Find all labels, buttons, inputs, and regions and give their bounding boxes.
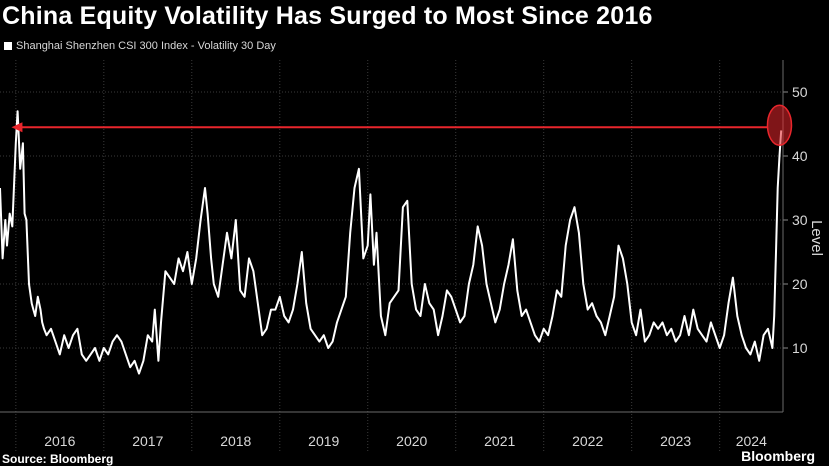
x-tick-label: 2021 bbox=[484, 433, 515, 449]
y-axis-label: Level bbox=[808, 220, 825, 256]
x-tick-label: 2019 bbox=[308, 433, 339, 449]
y-tick-label: 50 bbox=[792, 84, 808, 100]
x-tick-label: 2017 bbox=[132, 433, 163, 449]
legend-swatch bbox=[4, 42, 12, 50]
annotations bbox=[11, 104, 793, 146]
grid-lines bbox=[0, 60, 783, 452]
y-tick-label: 40 bbox=[792, 148, 808, 164]
y-axis-ticks: 10 20 30 40 50 bbox=[783, 84, 808, 356]
annotation-arrowhead bbox=[11, 122, 23, 133]
y-tick-label: 10 bbox=[792, 340, 808, 356]
y-tick-label: 20 bbox=[792, 276, 808, 292]
x-tick-label: 2024 bbox=[736, 433, 767, 449]
bloomberg-logo: Bloomberg bbox=[741, 448, 815, 464]
x-axis-ticks: 2016 2017 2018 2019 2020 2021 2022 2023 2024 bbox=[44, 433, 767, 449]
x-tick-label: 2018 bbox=[220, 433, 251, 449]
legend-label: Shanghai Shenzhen CSI 300 Index - Volati… bbox=[16, 40, 276, 52]
x-tick-label: 2016 bbox=[44, 433, 75, 449]
volatility-series-line bbox=[0, 110, 783, 375]
y-tick-label: 30 bbox=[792, 212, 808, 228]
chart-title: China Equity Volatility Has Surged to Mo… bbox=[2, 2, 653, 30]
annotation-highlight-circle bbox=[766, 104, 793, 146]
x-tick-label: 2020 bbox=[396, 433, 427, 449]
x-tick-label: 2022 bbox=[572, 433, 603, 449]
legend: Shanghai Shenzhen CSI 300 Index - Volati… bbox=[4, 40, 276, 52]
x-tick-label: 2023 bbox=[660, 433, 691, 449]
source-note: Source: Bloomberg bbox=[2, 452, 114, 466]
